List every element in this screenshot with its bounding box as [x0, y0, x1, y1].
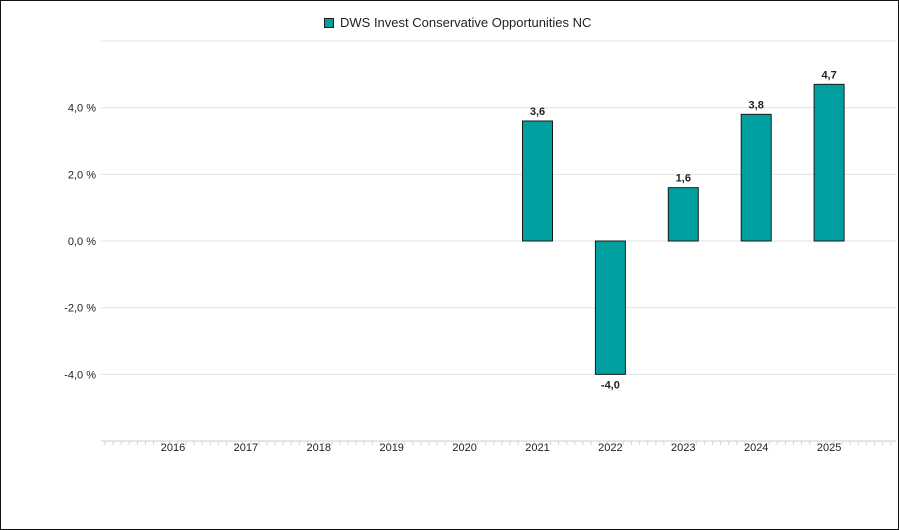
data-label: 4,7: [821, 69, 836, 81]
data-label: 3,8: [749, 99, 764, 111]
legend[interactable]: DWS Invest Conservative Opportunities NC: [324, 15, 591, 30]
legend-swatch: [324, 17, 334, 28]
x-tick-label: 2018: [307, 442, 331, 454]
bar-2025[interactable]: [813, 83, 845, 242]
bar-2022[interactable]: [594, 240, 626, 375]
x-tick-label: 2016: [161, 442, 185, 454]
x-tick-label: 2025: [817, 442, 841, 454]
y-tick-label: -2,0 %: [64, 303, 96, 315]
x-tick-label: 2022: [598, 442, 622, 454]
x-tick-label: 2020: [452, 442, 476, 454]
legend-label: DWS Invest Conservative Opportunities NC: [340, 15, 592, 30]
bar-2023[interactable]: [667, 187, 699, 242]
x-tick-label: 2023: [671, 442, 695, 454]
data-label: -4,0: [601, 379, 620, 391]
x-tick-label: 2019: [379, 442, 403, 454]
bar-2021[interactable]: [522, 120, 553, 242]
x-tick-label: 2024: [744, 442, 768, 454]
bar-2024[interactable]: [740, 113, 772, 242]
y-tick-label: 0,0 %: [68, 236, 96, 248]
y-tick-label: -4,0 %: [64, 369, 96, 381]
y-tick-label: 4,0 %: [68, 103, 96, 115]
x-tick-label: 2021: [525, 442, 549, 454]
data-label: 3,6: [530, 106, 545, 118]
y-tick-label: 2,0 %: [68, 169, 96, 181]
x-tick-label: 2017: [234, 442, 258, 454]
data-label: 1,6: [676, 173, 691, 185]
